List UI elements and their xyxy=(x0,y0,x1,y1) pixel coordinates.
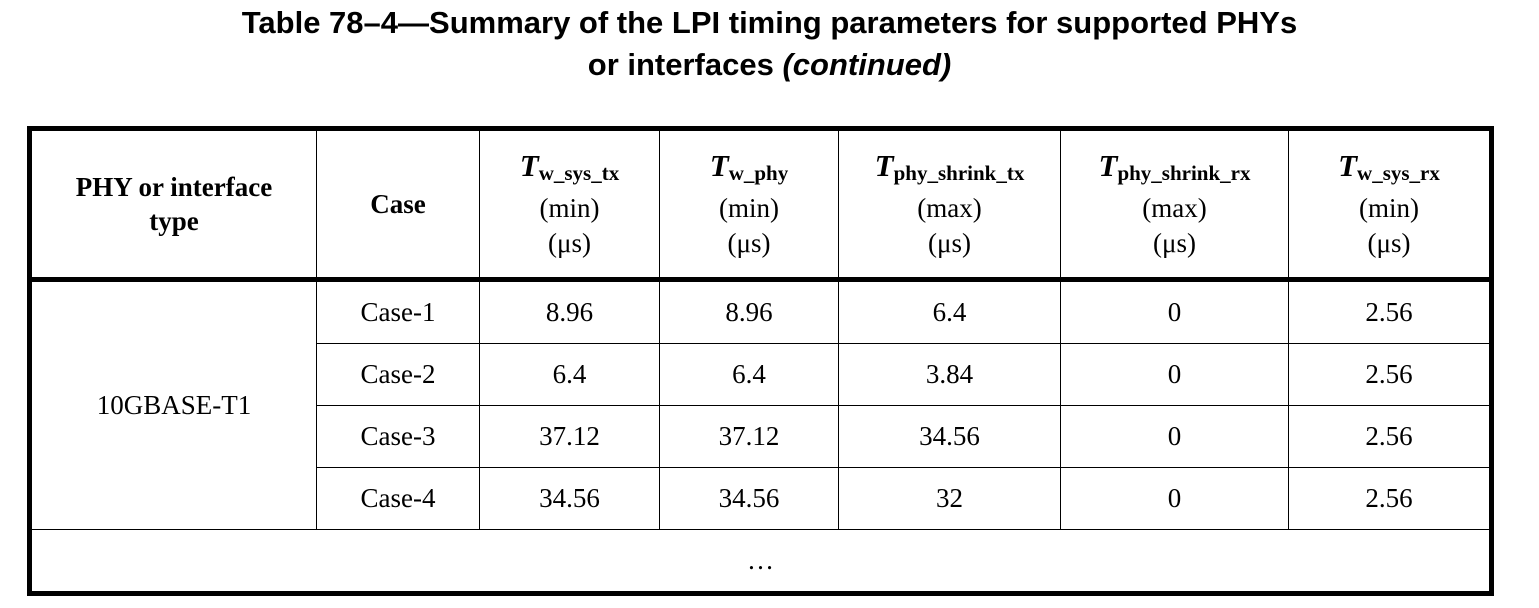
value-cell: 2.56 xyxy=(1288,279,1492,344)
value-cell: 8.96 xyxy=(659,279,839,344)
lpi-timing-table: PHY or interface type Case Tw_sys_tx (mi… xyxy=(27,126,1494,596)
value-cell: 6.4 xyxy=(838,279,1061,344)
value-cell: 2.56 xyxy=(1288,405,1492,468)
value-cell: 3.84 xyxy=(838,343,1061,406)
case-cell: Case-3 xyxy=(316,405,480,468)
caption-line-2-text: or interfaces xyxy=(587,47,783,82)
header-tw-sys-rx-minmax: (min) xyxy=(1359,192,1419,223)
header-tw-sys-tx-symbol: Tw_sys_tx xyxy=(519,147,620,185)
header-phy-type: PHY or interface type xyxy=(29,128,317,282)
header-tw-sys-rx: Tw_sys_rx (min) (μs) xyxy=(1288,128,1492,282)
header-tphy-shrink-rx-minmax: (max) xyxy=(1142,192,1207,223)
table-row: Case-4 34.56 34.56 32 0 2.56 xyxy=(30,467,1492,530)
value-cell: 6.4 xyxy=(479,343,660,406)
value-cell: 8.96 xyxy=(479,279,660,344)
table-caption: Table 78–4—Summary of the LPI timing par… xyxy=(0,2,1539,86)
header-tw-sys-rx-unit: (μs) xyxy=(1367,227,1411,258)
table-row: Case-3 37.12 37.12 34.56 0 2.56 xyxy=(30,405,1492,468)
ellipsis-cell: … xyxy=(29,529,1492,594)
case-cell: Case-2 xyxy=(316,343,480,406)
value-cell: 0 xyxy=(1060,279,1289,344)
value-cell: 0 xyxy=(1060,405,1289,468)
caption-line-2: or interfaces (continued) xyxy=(0,44,1539,86)
header-tw-phy-symbol: Tw_phy xyxy=(709,147,789,185)
ellipsis-row: … xyxy=(29,529,1492,594)
header-tphy-shrink-rx-unit: (μs) xyxy=(1153,227,1196,258)
header-tw-phy: Tw_phy (min) (μs) xyxy=(659,128,839,282)
value-cell: 6.4 xyxy=(659,343,839,406)
header-tphy-shrink-tx-symbol: Tphy_shrink_tx xyxy=(874,147,1025,185)
value-cell: 37.12 xyxy=(479,405,660,468)
header-tw-phy-minmax: (min) xyxy=(719,192,779,223)
header-tphy-shrink-tx-unit: (μs) xyxy=(928,227,971,258)
header-tphy-shrink-tx-minmax: (max) xyxy=(917,192,982,223)
value-cell: 34.56 xyxy=(659,467,839,530)
header-tphy-shrink-rx-symbol: Tphy_shrink_rx xyxy=(1098,147,1251,185)
caption-line-1: Table 78–4—Summary of the LPI timing par… xyxy=(241,5,1298,40)
case-cell: Case-1 xyxy=(316,279,480,344)
header-tw-sys-tx-unit: (μs) xyxy=(548,227,591,258)
header-case: Case xyxy=(316,128,480,282)
header-tw-sys-tx-minmax: (min) xyxy=(539,192,600,223)
caption-continued: (continued) xyxy=(782,47,952,82)
header-row: PHY or interface type Case Tw_sys_tx (mi… xyxy=(29,128,1492,282)
value-cell: 34.56 xyxy=(479,467,660,530)
phy-type-cell: 10GBASE-T1 xyxy=(29,279,317,530)
header-tphy-shrink-rx: Tphy_shrink_rx (max) (μs) xyxy=(1060,128,1289,282)
header-tphy-shrink-tx: Tphy_shrink_tx (max) (μs) xyxy=(838,128,1061,282)
header-tw-phy-unit: (μs) xyxy=(727,227,771,258)
value-cell: 2.56 xyxy=(1288,343,1492,406)
header-tw-sys-tx: Tw_sys_tx (min) (μs) xyxy=(479,128,660,282)
table-row: 10GBASE-T1 Case-1 8.96 8.96 6.4 0 2.56 xyxy=(29,279,1492,530)
value-cell: 0 xyxy=(1060,343,1289,406)
value-cell: 34.56 xyxy=(838,405,1061,468)
header-tw-sys-rx-symbol: Tw_sys_rx xyxy=(1338,147,1440,185)
value-cell: 0 xyxy=(1060,467,1289,530)
value-cell: 2.56 xyxy=(1288,467,1492,530)
case-cell: Case-4 xyxy=(316,467,480,530)
value-cell: 32 xyxy=(838,467,1061,530)
value-cell: 37.12 xyxy=(659,405,839,468)
